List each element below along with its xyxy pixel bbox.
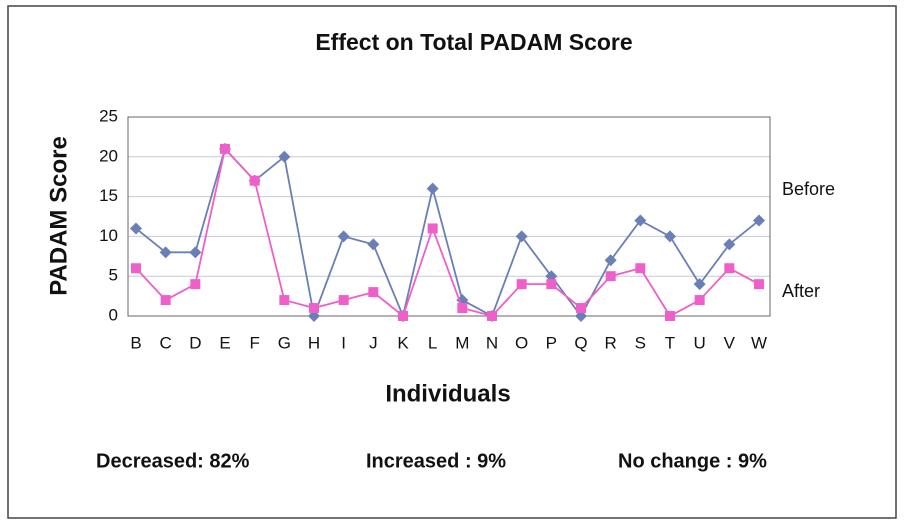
x-tick-label: S bbox=[635, 333, 646, 352]
marker bbox=[189, 246, 202, 259]
marker bbox=[665, 311, 675, 321]
x-tick-label: M bbox=[455, 333, 469, 352]
marker bbox=[190, 279, 201, 290]
plot-border bbox=[127, 116, 771, 317]
series-label: Before bbox=[782, 179, 835, 199]
annotation: Decreased: 82% bbox=[96, 450, 250, 472]
x-tick-label: W bbox=[751, 333, 767, 352]
marker bbox=[753, 214, 765, 227]
marker bbox=[664, 230, 676, 243]
x-tick-label: T bbox=[665, 333, 675, 352]
marker bbox=[159, 246, 172, 259]
y-tick-label: 25 bbox=[99, 106, 118, 125]
marker bbox=[398, 311, 408, 321]
x-axis-label: Individuals bbox=[385, 380, 510, 407]
y-tick-label: 20 bbox=[99, 146, 118, 165]
marker bbox=[546, 279, 557, 290]
x-tick-label: L bbox=[428, 333, 437, 352]
x-tick-label: J bbox=[369, 333, 378, 352]
x-tick-label: G bbox=[278, 333, 291, 352]
x-tick-label: E bbox=[219, 333, 230, 352]
marker bbox=[724, 263, 735, 274]
x-tick-label: P bbox=[546, 333, 557, 352]
marker bbox=[694, 295, 705, 306]
marker bbox=[160, 295, 171, 306]
marker bbox=[309, 303, 319, 314]
x-tick-label: Q bbox=[574, 333, 587, 352]
marker bbox=[487, 311, 497, 321]
marker bbox=[634, 214, 647, 227]
marker bbox=[337, 230, 350, 243]
marker bbox=[576, 303, 586, 314]
x-tick-label: O bbox=[515, 333, 528, 352]
marker bbox=[130, 222, 142, 235]
marker bbox=[515, 230, 528, 243]
x-tick-label: F bbox=[249, 333, 259, 352]
y-tick-label: 10 bbox=[99, 226, 118, 245]
marker bbox=[368, 287, 379, 298]
y-tick-label: 5 bbox=[109, 266, 118, 285]
plot-area bbox=[128, 117, 770, 316]
marker bbox=[338, 295, 349, 306]
y-tick-label: 0 bbox=[109, 305, 118, 324]
marker bbox=[605, 271, 616, 282]
annotation: No change : 9% bbox=[618, 450, 767, 472]
x-tick-label: B bbox=[130, 333, 141, 352]
x-tick-label: K bbox=[397, 333, 409, 352]
x-tick-label: I bbox=[341, 333, 346, 352]
x-tick-label: H bbox=[308, 333, 320, 352]
marker bbox=[604, 254, 617, 267]
chart-title: Effect on Total PADAM Score bbox=[315, 29, 632, 55]
marker bbox=[754, 279, 764, 290]
marker bbox=[220, 143, 230, 154]
series-label: After bbox=[782, 281, 820, 301]
marker bbox=[367, 238, 380, 251]
marker bbox=[635, 263, 646, 274]
marker bbox=[427, 223, 438, 234]
series-line bbox=[135, 146, 760, 318]
marker bbox=[249, 175, 260, 186]
x-tick-label: R bbox=[605, 333, 617, 352]
marker bbox=[457, 303, 468, 314]
x-tick-label: U bbox=[694, 333, 706, 352]
y-tick-label: 15 bbox=[99, 186, 118, 205]
x-tick-label: V bbox=[724, 333, 736, 352]
marker bbox=[426, 182, 439, 195]
marker bbox=[516, 279, 527, 290]
x-tick-label: D bbox=[189, 333, 201, 352]
marker bbox=[693, 278, 706, 291]
x-tick-label: N bbox=[486, 333, 498, 352]
y-axis-label: PADAM Score bbox=[45, 136, 72, 296]
annotation: Increased : 9% bbox=[366, 450, 506, 472]
x-tick-label: C bbox=[160, 333, 172, 352]
marker bbox=[278, 150, 291, 163]
marker bbox=[131, 263, 141, 274]
marker bbox=[723, 238, 736, 251]
marker bbox=[279, 295, 290, 306]
